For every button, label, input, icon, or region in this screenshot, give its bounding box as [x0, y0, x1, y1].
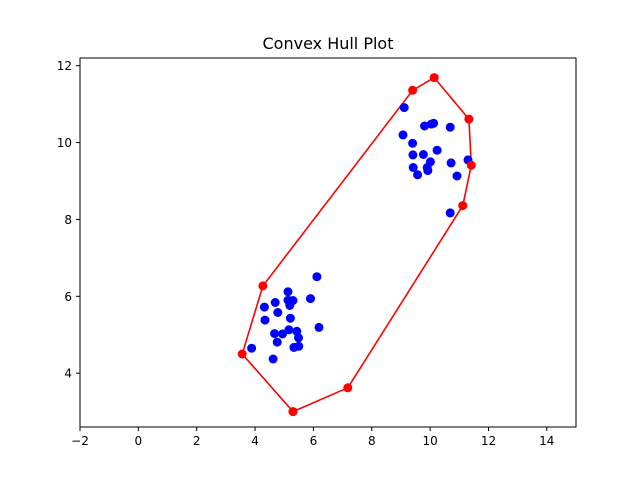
x-tick-label: 8 — [368, 434, 376, 448]
data-point-38 — [446, 158, 456, 168]
plot-area — [80, 58, 576, 427]
data-point-7 — [259, 302, 269, 312]
data-point-39 — [452, 171, 462, 181]
data-point-25 — [408, 138, 418, 148]
plot-frame — [79, 57, 577, 428]
data-point-22 — [314, 322, 324, 332]
data-point-13 — [285, 301, 295, 310]
data-point-4 — [270, 329, 280, 339]
data-point-15 — [284, 325, 294, 335]
data-point-20 — [306, 294, 315, 304]
x-tick-label: −2 — [71, 434, 89, 448]
data-point-27 — [408, 163, 418, 172]
y-tick-label: 4 — [64, 367, 72, 381]
hull-vertex-5 — [464, 114, 474, 124]
hull-vertex-10 — [288, 407, 298, 417]
y-tick-label: 8 — [64, 213, 72, 227]
y-tick-label: 6 — [64, 290, 72, 304]
x-tick-label: 2 — [193, 434, 201, 448]
data-point-35 — [423, 166, 433, 176]
y-tick-label: 10 — [57, 136, 72, 150]
data-point-9 — [273, 308, 283, 317]
x-tick-label: 6 — [310, 434, 318, 448]
hull-vertex-3 — [458, 201, 468, 211]
chart-title: Convex Hull Plot — [263, 34, 394, 53]
data-point-19 — [294, 341, 304, 351]
data-point-32 — [445, 122, 455, 132]
data-point-14 — [285, 313, 295, 323]
data-point-36 — [425, 157, 435, 167]
data-point-26 — [408, 150, 418, 160]
data-point-41 — [445, 208, 455, 218]
data-point-21 — [312, 272, 322, 282]
data-point-2 — [268, 354, 278, 364]
x-axis: −2 0 2 4 6 8 10 12 14 — [71, 427, 554, 448]
data-point-3 — [272, 337, 282, 347]
data-point-28 — [413, 170, 423, 180]
x-tick-label: 4 — [251, 434, 259, 448]
hull-vertex-8 — [258, 281, 268, 291]
hull-marker-layer — [237, 73, 476, 417]
x-tick-label: 14 — [539, 434, 554, 448]
data-point-31 — [429, 118, 439, 128]
data-point-37 — [432, 145, 442, 155]
hull-vertex-7 — [408, 85, 418, 95]
data-point-8 — [270, 298, 280, 307]
data-point-17 — [294, 333, 303, 343]
data-point-6 — [260, 315, 270, 325]
data-point-23 — [399, 103, 409, 113]
data-point-33 — [418, 150, 428, 159]
data-point-24 — [398, 130, 408, 140]
hull-vertex-9 — [237, 349, 247, 359]
x-tick-label: 0 — [135, 434, 143, 448]
data-point-5 — [278, 329, 287, 339]
hull-vertex-6 — [429, 73, 439, 83]
x-tick-label: 10 — [422, 434, 437, 448]
points-layer — [247, 103, 473, 364]
x-tick-label: 12 — [481, 434, 496, 448]
hull-vertex-4 — [466, 160, 476, 170]
data-point-10 — [283, 287, 293, 297]
hull-line — [241, 76, 473, 413]
y-tick-label: 12 — [57, 59, 72, 73]
y-axis: 4 6 8 10 12 — [57, 59, 80, 381]
hull-layer — [241, 76, 473, 413]
data-point-1 — [247, 343, 257, 353]
hull-vertex-2 — [343, 383, 353, 393]
